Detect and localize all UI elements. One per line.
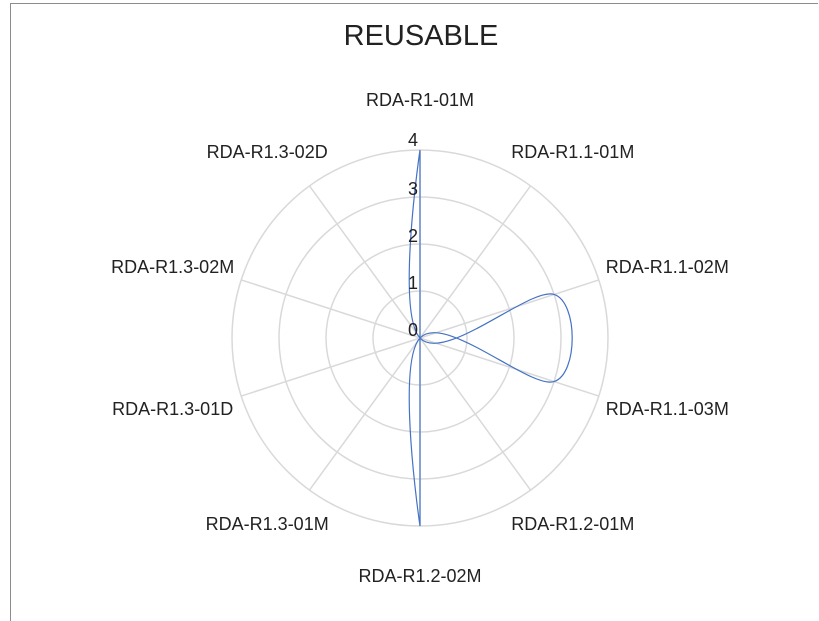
- tick-label: 3: [408, 179, 418, 199]
- category-label: RDA-R1.1-03M: [606, 399, 729, 419]
- grid-spoke: [240, 337, 421, 397]
- category-label: RDA-R1.2-02M: [358, 566, 481, 586]
- grid-spoke: [419, 279, 600, 339]
- grid-spoke: [419, 337, 600, 397]
- category-label: RDA-R1.3-02M: [111, 257, 234, 277]
- category-label: RDA-R1.1-01M: [511, 142, 634, 162]
- grid-spoke: [308, 337, 421, 491]
- category-label: RDA-R1.1-02M: [606, 257, 729, 277]
- radial-ticks: 0 1 2 3 4: [408, 130, 418, 340]
- category-label: RDA-R1.3-01M: [206, 514, 329, 534]
- chart-title: REUSABLE: [344, 20, 499, 52]
- tick-label: 2: [408, 226, 418, 246]
- series-line: [408, 149, 573, 527]
- category-label: RDA-R1-01M: [366, 90, 474, 110]
- grid-spoke: [308, 185, 421, 339]
- tick-label: 1: [408, 273, 418, 293]
- category-label: RDA-R1.3-01D: [112, 399, 233, 419]
- category-label: RDA-R1.2-01M: [511, 514, 634, 534]
- axis-labels: RDA-R1-01M RDA-R1.1-01M RDA-R1.1-02M RDA-R1…: [111, 90, 729, 586]
- tick-label: 4: [408, 130, 418, 150]
- grid-spoke: [419, 185, 532, 339]
- grid-spoke: [419, 337, 532, 491]
- category-label: RDA-R1.3-02D: [207, 142, 328, 162]
- radar-series: [408, 149, 573, 527]
- chart-frame: [10, 3, 818, 621]
- tick-label: 0: [408, 320, 418, 340]
- grid-spoke: [240, 279, 421, 339]
